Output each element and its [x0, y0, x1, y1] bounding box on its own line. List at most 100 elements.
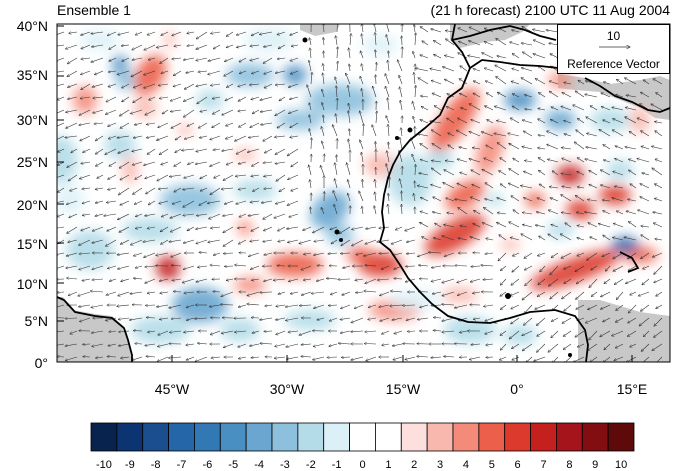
anomaly-patch — [444, 316, 496, 344]
wind-arrow — [234, 331, 247, 332]
wind-arrow — [183, 57, 195, 60]
wind-arrow — [616, 211, 624, 215]
wind-arrow — [57, 161, 65, 165]
y-tick-label: 30°N — [16, 112, 48, 128]
wind-arrow — [616, 291, 624, 300]
wind-arrow — [494, 133, 507, 137]
land-area — [578, 300, 670, 362]
wind-arrow — [144, 252, 156, 258]
wind-arrow — [92, 226, 104, 231]
wind-arrow — [93, 97, 104, 98]
wind-arrow — [420, 120, 429, 124]
wind-arrow — [550, 198, 559, 202]
wind-arrow — [401, 204, 402, 215]
wind-arrow — [512, 68, 520, 72]
wind-arrow — [614, 186, 624, 189]
colorbar-tick-label: 4 — [462, 459, 469, 471]
wind-arrow — [340, 330, 351, 333]
wind-arrow — [213, 44, 221, 49]
wind-arrow — [249, 343, 260, 346]
wind-arrow — [184, 135, 195, 139]
wind-arrow — [522, 291, 533, 300]
wind-arrow — [510, 118, 520, 124]
wind-arrow — [184, 83, 195, 89]
wind-arrow — [260, 317, 273, 320]
wind-arrow — [524, 304, 533, 314]
wind-arrow — [654, 317, 663, 326]
wind-arrow — [522, 330, 533, 336]
wind-arrow — [521, 234, 533, 241]
wind-arrow — [238, 188, 247, 190]
wind-arrow — [375, 142, 376, 150]
wind-arrow — [285, 304, 299, 307]
wind-arrow — [226, 122, 234, 126]
wind-arrow — [81, 226, 91, 231]
wind-arrow — [511, 304, 520, 309]
wind-arrow — [122, 96, 130, 102]
wind-arrow — [82, 279, 91, 281]
wind-arrow — [69, 213, 78, 218]
wind-arrow — [585, 94, 598, 98]
wind-arrow — [313, 304, 325, 308]
reference-vector-box: 10 Reference Vector — [557, 24, 670, 74]
wind-arrow — [328, 305, 338, 306]
wind-arrow — [226, 44, 234, 48]
wind-arrow — [641, 131, 650, 137]
wind-arrow — [79, 122, 91, 125]
wind-arrow — [238, 96, 247, 101]
wind-arrow — [473, 223, 481, 228]
wind-arrow — [497, 222, 507, 228]
anomaly-patch — [426, 150, 454, 170]
wind-arrow — [264, 175, 273, 176]
wind-arrow — [573, 105, 585, 111]
wind-arrow — [414, 193, 416, 202]
anomaly-patch — [133, 98, 157, 118]
wind-arrow — [548, 210, 559, 215]
wind-arrow — [625, 117, 637, 124]
wind-arrow — [109, 331, 117, 332]
wind-arrow — [402, 305, 416, 306]
wind-arrow — [628, 222, 637, 228]
wind-arrow — [405, 226, 416, 231]
colorbar-swatch — [271, 422, 299, 452]
wind-arrow — [134, 122, 143, 125]
wind-arrow — [157, 343, 169, 347]
wind-arrow — [336, 86, 337, 98]
colorbar-tick-label: -1 — [331, 459, 342, 471]
wind-arrow — [586, 117, 598, 124]
anomaly-patch — [73, 86, 97, 114]
wind-arrow — [340, 253, 351, 254]
colorbar-tick-label: 2 — [411, 459, 418, 471]
wind-arrow — [303, 253, 312, 254]
wind-arrow — [117, 265, 130, 269]
wind-arrow — [364, 291, 377, 292]
wind-arrow — [418, 134, 429, 137]
wind-arrow — [264, 252, 273, 255]
wind-arrow — [275, 161, 286, 164]
wind-arrow — [324, 51, 325, 59]
wind-arrow — [67, 57, 78, 64]
wind-arrow — [455, 266, 468, 267]
wind-arrow — [213, 291, 221, 292]
wind-arrow — [161, 213, 169, 217]
wind-arrow — [186, 317, 195, 320]
wind-arrow — [261, 122, 273, 125]
wind-arrow — [641, 235, 650, 241]
wind-arrow — [66, 252, 78, 256]
wind-arrow — [147, 148, 156, 154]
wind-arrow — [549, 43, 559, 46]
wind-arrow — [380, 317, 390, 321]
wind-arrow — [642, 278, 650, 285]
wind-arrow — [577, 252, 585, 256]
anomaly-patch — [306, 84, 374, 116]
wind-arrow — [641, 146, 650, 150]
colorbar-tick-label: 6 — [514, 459, 521, 471]
wind-arrow — [235, 265, 247, 266]
wind-arrow — [71, 148, 78, 153]
wind-arrow — [511, 196, 520, 202]
colorbar-swatch — [375, 422, 402, 452]
wind-arrow — [144, 70, 156, 75]
wind-arrow — [359, 191, 364, 202]
wind-arrow — [223, 174, 234, 181]
wind-arrow — [135, 31, 143, 35]
